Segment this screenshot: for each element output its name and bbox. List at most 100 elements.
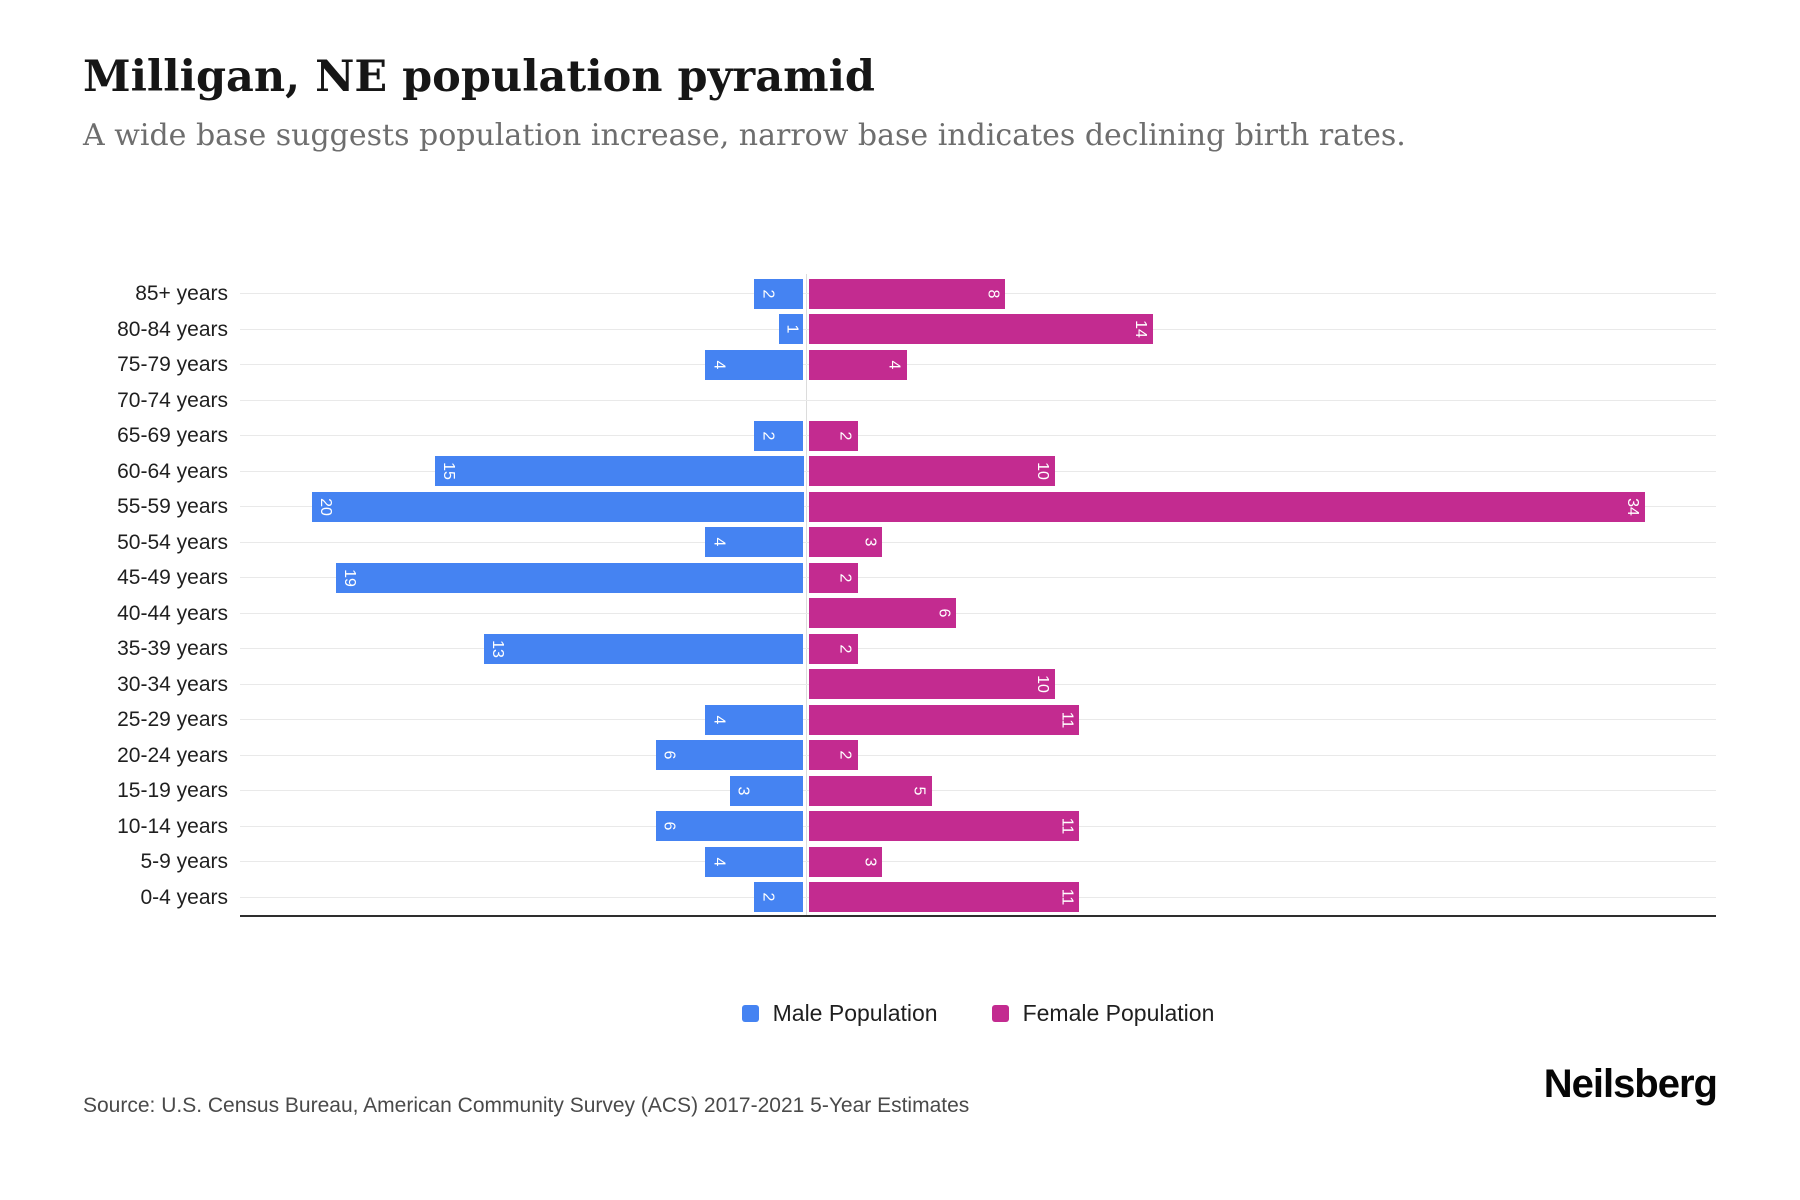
female-bar-value: 11 <box>1058 817 1076 835</box>
male-bar[interactable]: 2 <box>754 420 804 451</box>
male-bar-value-box: 4 <box>705 350 731 380</box>
male-bar-value: 2 <box>759 892 777 902</box>
legend-label-female: Female Population <box>1022 999 1215 1026</box>
female-bar[interactable]: 11 <box>808 704 1080 735</box>
female-bar[interactable]: 4 <box>808 349 907 380</box>
female-bar-value-box: 3 <box>856 527 882 557</box>
male-bar[interactable]: 2 <box>754 278 804 309</box>
female-bar-value: 2 <box>836 431 854 441</box>
male-bar[interactable]: 4 <box>705 846 804 877</box>
female-bar[interactable]: 10 <box>808 456 1055 487</box>
male-bar-value-box: 13 <box>484 634 510 664</box>
male-bar-value: 13 <box>488 639 506 658</box>
female-bar-value: 11 <box>1058 888 1076 906</box>
female-bar[interactable]: 2 <box>808 562 858 593</box>
female-bar-value-box: 2 <box>832 421 858 451</box>
male-bar[interactable]: 1 <box>778 314 804 345</box>
age-group-label: 65-69 years <box>117 424 228 448</box>
male-bar-value-box: 4 <box>705 527 731 557</box>
female-bar-value: 8 <box>984 289 1002 299</box>
female-bar[interactable]: 3 <box>808 527 883 558</box>
female-bar-value-box: 11 <box>1053 811 1079 841</box>
male-bar-value: 4 <box>710 715 728 725</box>
female-bar[interactable]: 14 <box>808 314 1153 345</box>
legend-label-male: Male Population <box>772 999 938 1026</box>
female-bar[interactable]: 2 <box>808 740 858 771</box>
male-bar-value-box: 6 <box>656 811 682 841</box>
age-group-label: 30-34 years <box>117 672 228 696</box>
chart-subtitle: A wide base suggests population increase… <box>83 118 1406 153</box>
male-bar-value: 4 <box>710 537 728 547</box>
female-bar[interactable]: 2 <box>808 420 858 451</box>
female-bar[interactable]: 10 <box>808 669 1055 700</box>
female-bar[interactable]: 3 <box>808 846 883 877</box>
female-bar[interactable]: 11 <box>808 882 1080 913</box>
zero-axis-line <box>805 274 807 915</box>
male-bar[interactable]: 20 <box>311 491 804 522</box>
male-bar[interactable]: 3 <box>729 775 804 806</box>
female-bar[interactable]: 6 <box>808 598 957 629</box>
male-bar[interactable]: 4 <box>705 527 804 558</box>
female-bar-value-box: 2 <box>832 740 858 770</box>
female-bar-value-box: 2 <box>832 563 858 593</box>
female-bar[interactable]: 34 <box>808 491 1645 522</box>
male-bar[interactable]: 6 <box>655 811 804 842</box>
male-bar-value-box: 15 <box>435 456 461 486</box>
male-bar-value-box: 20 <box>312 492 338 522</box>
male-swatch-icon <box>741 1004 759 1022</box>
female-bar-value: 4 <box>885 360 903 370</box>
age-group-label: 85+ years <box>135 282 228 306</box>
female-bar-value-box: 11 <box>1053 705 1079 735</box>
male-bar[interactable]: 4 <box>705 349 804 380</box>
male-bar-value-box: 1 <box>779 314 804 344</box>
male-bar-value: 6 <box>660 750 678 760</box>
row-gridline <box>240 754 1716 756</box>
male-bar-value-box: 2 <box>754 279 780 309</box>
male-bar-value: 1 <box>783 324 801 334</box>
male-bar-value-box: 3 <box>730 776 756 806</box>
age-group-label: 0-4 years <box>140 885 228 909</box>
age-group-label: 50-54 years <box>117 530 228 554</box>
male-bar-value-box: 2 <box>754 882 780 912</box>
female-bar-value: 6 <box>935 608 953 618</box>
female-bar[interactable]: 8 <box>808 278 1006 309</box>
row-gridline <box>240 861 1716 863</box>
female-bar-value: 3 <box>861 857 879 867</box>
male-bar[interactable]: 19 <box>336 562 804 593</box>
female-bar-value-box: 2 <box>832 634 858 664</box>
female-bar[interactable]: 5 <box>808 775 932 806</box>
female-bar-value: 2 <box>836 644 854 654</box>
age-group-label: 35-39 years <box>117 637 228 661</box>
female-bar-value: 10 <box>1033 462 1051 481</box>
male-bar[interactable]: 13 <box>483 633 804 664</box>
male-bar[interactable]: 2 <box>754 882 804 913</box>
legend-item-male[interactable]: Male Population <box>741 999 938 1027</box>
male-bar-value-box: 4 <box>705 705 731 735</box>
female-bar[interactable]: 2 <box>808 633 858 664</box>
age-group-label: 80-84 years <box>117 317 228 341</box>
legend-item-female[interactable]: Female Population <box>991 999 1215 1027</box>
x-axis-line <box>240 915 1716 917</box>
male-bar-value: 6 <box>660 821 678 831</box>
female-bar-value-box: 10 <box>1029 669 1055 699</box>
male-bar-value: 20 <box>316 497 334 516</box>
female-bar-value-box: 34 <box>1619 492 1645 522</box>
source-attribution: Source: U.S. Census Bureau, American Com… <box>83 1094 970 1117</box>
row-gridline <box>240 790 1716 792</box>
age-group-label: 40-44 years <box>117 601 228 625</box>
male-bar-value: 2 <box>759 289 777 299</box>
row-gridline <box>240 541 1716 543</box>
male-bar-value: 4 <box>710 857 728 867</box>
female-bar-value-box: 14 <box>1127 314 1153 344</box>
male-bar[interactable]: 15 <box>434 456 804 487</box>
female-bar[interactable]: 11 <box>808 811 1080 842</box>
female-bar-value: 2 <box>836 750 854 760</box>
row-gridline <box>240 648 1716 650</box>
row-gridline <box>240 435 1716 437</box>
male-bar[interactable]: 4 <box>705 704 804 735</box>
male-bar-value-box: 4 <box>705 847 731 877</box>
row-gridline <box>240 364 1716 366</box>
female-bar-value: 34 <box>1623 497 1641 516</box>
male-bar[interactable]: 6 <box>655 740 804 771</box>
